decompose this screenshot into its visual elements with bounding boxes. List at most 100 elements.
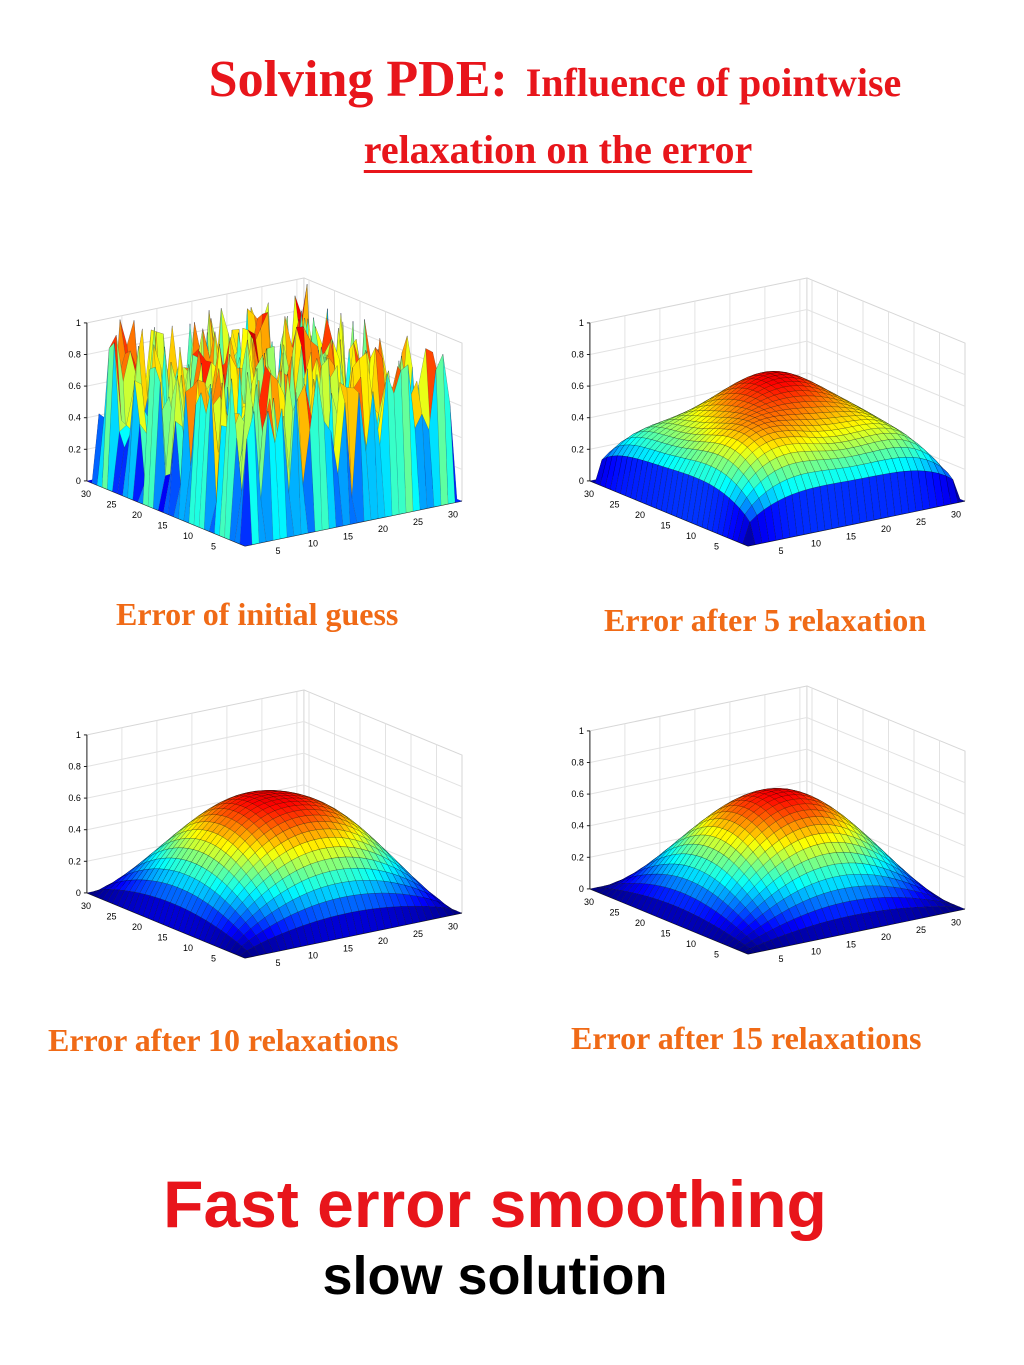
z-tick-label: 0 bbox=[579, 476, 584, 486]
x-tick-label: 5 bbox=[275, 546, 280, 556]
title-line2: relaxation on the error bbox=[0, 126, 1024, 173]
y-tick-label: 30 bbox=[584, 897, 594, 907]
y-tick-label: 15 bbox=[157, 933, 167, 943]
z-tick-label: 0.4 bbox=[68, 825, 81, 835]
y-tick-label: 25 bbox=[106, 912, 116, 922]
x-tick-label: 15 bbox=[343, 943, 353, 953]
caption-initial-guess: Error of initial guess bbox=[116, 596, 399, 632]
z-tick-label: 0.6 bbox=[571, 381, 584, 391]
surface-patch bbox=[742, 948, 756, 955]
x-tick-label: 10 bbox=[308, 951, 318, 961]
x-tick-label: 5 bbox=[778, 546, 783, 556]
x-tick-label: 10 bbox=[811, 947, 821, 957]
z-tick-label: 0.2 bbox=[571, 444, 584, 454]
x-tick-label: 30 bbox=[951, 510, 961, 520]
surface-patch bbox=[742, 521, 756, 547]
z-tick-label: 0.8 bbox=[68, 762, 81, 772]
surface-mesh bbox=[589, 371, 966, 547]
y-tick-label: 25 bbox=[609, 908, 619, 918]
x-tick-label: 5 bbox=[778, 954, 783, 964]
x-tick-label: 20 bbox=[881, 524, 891, 534]
y-tick-label: 15 bbox=[157, 521, 167, 531]
surface-patch bbox=[239, 438, 253, 547]
footer-subline: slow solution bbox=[322, 1246, 668, 1306]
caption-10-relaxations: Error after 10 relaxations bbox=[48, 1022, 399, 1058]
x-tick-label: 25 bbox=[413, 929, 423, 939]
y-tick-label: 5 bbox=[211, 542, 216, 552]
x-tick-label: 20 bbox=[378, 524, 388, 534]
z-tick-label: 0 bbox=[76, 476, 81, 486]
x-tick-label: 10 bbox=[811, 539, 821, 549]
z-tick-label: 0.2 bbox=[68, 856, 81, 866]
z-tick-label: 0.4 bbox=[571, 821, 584, 831]
title-subtitle-line2: relaxation on the error bbox=[363, 127, 753, 172]
surface-plot-5-relaxations: 0 0.2 0.4 0.6 0.8 1 5 10 15 20 25 30 5 10 15 20 25 30 bbox=[553, 268, 993, 588]
z-tick-label: 1 bbox=[579, 318, 584, 328]
y-tick-label: 10 bbox=[686, 939, 696, 949]
caption-5-relaxations: Error after 5 relaxation bbox=[604, 602, 926, 638]
x-tick-label: 15 bbox=[343, 531, 353, 541]
title-main: Solving PDE: bbox=[208, 51, 508, 108]
surface-mesh bbox=[86, 790, 463, 959]
y-tick-label: 20 bbox=[635, 510, 645, 520]
y-tick-label: 25 bbox=[106, 500, 116, 510]
surface-plot-10-relaxations: 0 0.2 0.4 0.6 0.8 1 5 10 15 20 25 30 5 10 15 20 25 30 bbox=[50, 680, 490, 1000]
y-tick-label: 20 bbox=[132, 922, 142, 932]
z-tick-label: 0.2 bbox=[68, 444, 81, 454]
page-title: Solving PDE: Influence of pointwise bbox=[0, 50, 1024, 109]
x-tick-label: 5 bbox=[275, 958, 280, 968]
footer-headline: Fast error smoothing bbox=[163, 1167, 827, 1241]
y-tick-label: 10 bbox=[686, 531, 696, 541]
surface-mesh bbox=[589, 788, 966, 955]
y-tick-label: 30 bbox=[81, 489, 91, 499]
z-tick-label: 0.6 bbox=[68, 381, 81, 391]
z-tick-label: 0.8 bbox=[68, 350, 81, 360]
x-tick-label: 25 bbox=[916, 925, 926, 935]
x-tick-label: 25 bbox=[916, 517, 926, 527]
z-tick-label: 0.2 bbox=[571, 852, 584, 862]
z-tick-label: 0.4 bbox=[68, 413, 81, 423]
x-tick-label: 30 bbox=[448, 510, 458, 520]
y-tick-label: 10 bbox=[183, 943, 193, 953]
y-tick-label: 30 bbox=[584, 489, 594, 499]
x-tick-label: 15 bbox=[846, 939, 856, 949]
y-tick-label: 15 bbox=[660, 929, 670, 939]
y-tick-label: 10 bbox=[183, 531, 193, 541]
y-tick-label: 5 bbox=[714, 542, 719, 552]
x-tick-label: 20 bbox=[881, 932, 891, 942]
title-subtitle-line1: Influence of pointwise bbox=[525, 60, 902, 105]
z-tick-label: 1 bbox=[579, 726, 584, 736]
y-tick-label: 5 bbox=[714, 950, 719, 960]
y-tick-label: 15 bbox=[660, 521, 670, 531]
z-tick-label: 0.6 bbox=[68, 793, 81, 803]
y-tick-label: 5 bbox=[211, 954, 216, 964]
z-tick-label: 0 bbox=[76, 888, 81, 898]
z-tick-label: 1 bbox=[76, 318, 81, 328]
surface-plot-initial-guess: 0 0.2 0.4 0.6 0.8 1 5 10 15 20 25 30 5 10 15 20 25 30 bbox=[50, 268, 490, 588]
y-tick-label: 25 bbox=[609, 500, 619, 510]
x-tick-label: 30 bbox=[951, 918, 961, 928]
x-tick-label: 30 bbox=[448, 922, 458, 932]
z-tick-label: 0 bbox=[579, 884, 584, 894]
surface-plot-15-relaxations: 0 0.2 0.4 0.6 0.8 1 5 10 15 20 25 30 5 10 15 20 25 30 bbox=[553, 676, 993, 996]
z-tick-label: 0.8 bbox=[571, 758, 584, 768]
x-tick-label: 15 bbox=[846, 531, 856, 541]
caption-15-relaxations: Error after 15 relaxations bbox=[571, 1020, 922, 1056]
x-tick-label: 25 bbox=[413, 517, 423, 527]
surface-patch bbox=[239, 950, 253, 959]
y-tick-label: 30 bbox=[81, 901, 91, 911]
y-tick-label: 20 bbox=[132, 510, 142, 520]
y-tick-label: 20 bbox=[635, 918, 645, 928]
x-tick-label: 10 bbox=[308, 539, 318, 549]
z-tick-label: 0.4 bbox=[571, 413, 584, 423]
z-tick-label: 0.8 bbox=[571, 350, 584, 360]
x-tick-label: 20 bbox=[378, 936, 388, 946]
